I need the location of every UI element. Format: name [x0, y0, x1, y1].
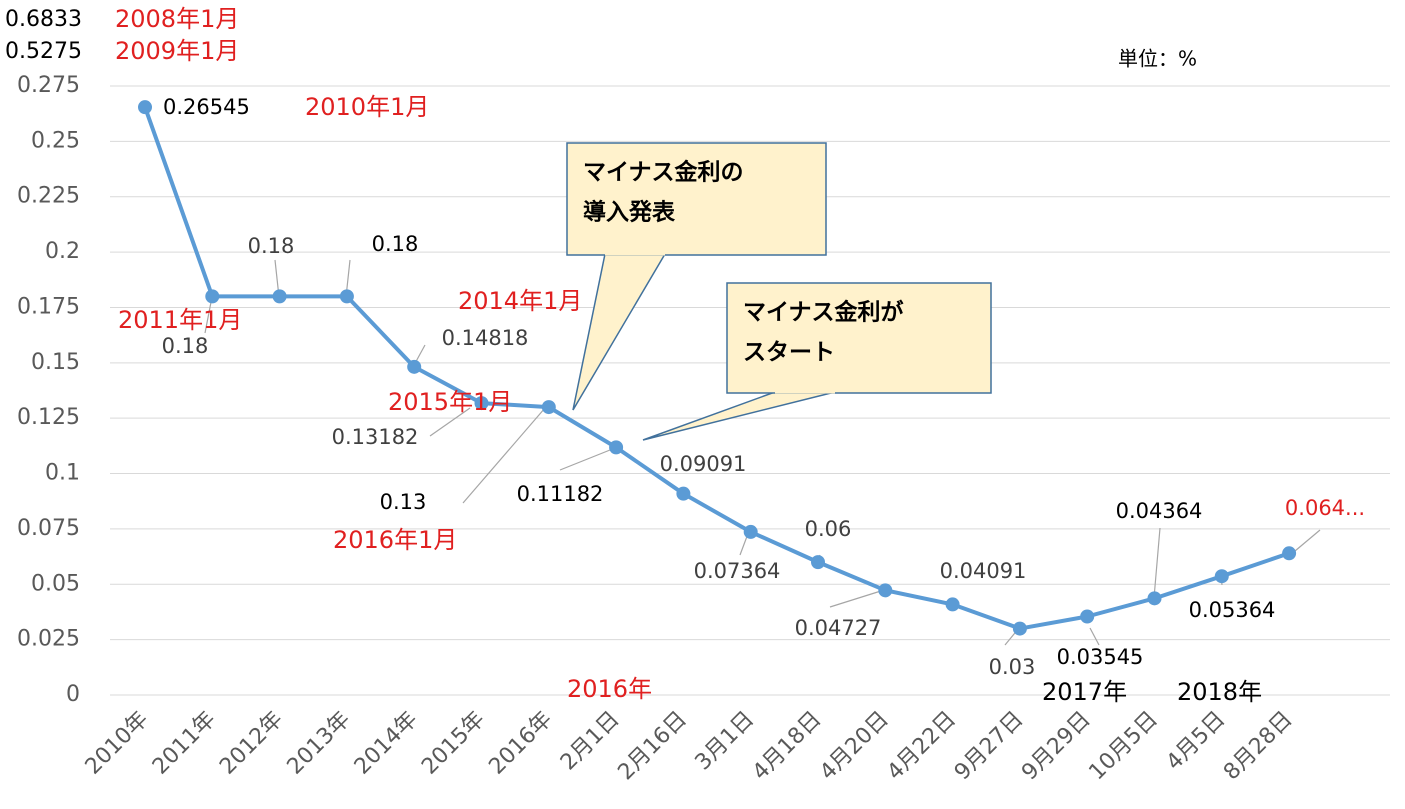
data-point — [1282, 546, 1297, 561]
y-tick-label: 0 — [66, 682, 80, 707]
x-tick-label: 4月20日 — [815, 707, 893, 785]
annotation: 2011年1月 — [118, 306, 242, 334]
y-tick-label: 0.2 — [45, 239, 80, 264]
y-tick-label: 0.1 — [45, 461, 80, 486]
x-tick-label: 3月1日 — [691, 707, 760, 776]
data-label: 0.06 — [805, 517, 852, 541]
annotation: 2008年1月 — [115, 5, 239, 33]
leader-line — [1294, 529, 1321, 552]
data-label: 0.26545 — [163, 95, 250, 119]
annotation: 2009年1月 — [115, 37, 239, 65]
data-point — [407, 359, 422, 374]
annotation: 0.5275 — [5, 39, 82, 64]
data-point — [878, 583, 893, 598]
data-point — [1080, 609, 1095, 624]
leader-line — [1089, 627, 1100, 646]
leader-line — [462, 407, 546, 504]
y-tick-label: 0.025 — [17, 627, 80, 652]
data-label: 0.03 — [989, 655, 1036, 679]
data-label: 0.03545 — [1057, 645, 1144, 669]
data-point — [541, 400, 556, 415]
x-tick-label: 2010年 — [81, 707, 154, 780]
data-label: 0.04727 — [795, 616, 882, 640]
x-tick-label: 2014年 — [350, 707, 423, 780]
x-tick-label: 2月1日 — [556, 707, 625, 776]
data-point — [609, 440, 624, 455]
callout-pointer — [572, 253, 667, 411]
callout-pointer — [642, 391, 836, 441]
data-point — [272, 289, 287, 304]
annotation: 2017年 — [1042, 678, 1127, 706]
annotation: 2018年 — [1177, 678, 1262, 706]
x-tick-label: 4月22日 — [883, 707, 961, 785]
callout-box — [566, 142, 827, 256]
data-label: 0.18 — [372, 232, 419, 256]
y-tick-label: 0.25 — [31, 128, 80, 153]
data-point — [1147, 591, 1162, 606]
annotation: 0.6833 — [5, 7, 82, 32]
data-label: 0.04364 — [1116, 499, 1203, 523]
y-tick-label: 0.15 — [31, 350, 80, 375]
annotation: 2015年1月 — [388, 388, 512, 416]
data-label: 0.05364 — [1189, 598, 1276, 622]
x-tick-label: 4月18日 — [748, 707, 826, 785]
annotation: 2016年 — [567, 675, 652, 703]
data-point — [945, 597, 960, 612]
data-point — [811, 555, 825, 570]
data-point — [339, 289, 354, 304]
labels: 0.26545 0.18 0.18 0.18 0.14818 0.13182 0.13 0.1… — [5, 5, 1365, 706]
x-tick-label: 2月16日 — [613, 707, 691, 785]
data-label: 0.18 — [162, 334, 209, 358]
annotation: 単位：% — [1118, 47, 1197, 71]
data-label: 0.09091 — [660, 452, 747, 476]
x-tick-label: 9月29日 — [1017, 707, 1095, 785]
plot — [138, 100, 1297, 636]
data-label: 0.064... — [1285, 496, 1365, 520]
data-point — [676, 486, 691, 501]
data-point — [743, 524, 758, 539]
y-tick-label: 0.075 — [17, 516, 80, 541]
leader-line — [429, 407, 471, 437]
callout-text: 導入発表 — [583, 199, 676, 226]
annotation: 2014年1月 — [458, 287, 582, 315]
leader-line — [559, 447, 616, 471]
data-point — [138, 100, 152, 115]
x-tick-label: 8月28日 — [1219, 707, 1297, 785]
y-tick-label: 0.175 — [17, 294, 80, 319]
x-tick-label: 4月5日 — [1162, 707, 1231, 776]
data-point — [474, 396, 489, 411]
annotation: 2010年1月 — [305, 93, 429, 121]
data-label: 0.04091 — [940, 559, 1027, 583]
callout-text: マイナス金利が — [743, 299, 904, 326]
data-label: 0.18 — [248, 234, 295, 258]
x-tick-label: 9月27日 — [950, 707, 1028, 785]
x-tick-label: 2012年 — [215, 707, 288, 780]
x-tick-label: 10月5日 — [1084, 707, 1162, 785]
leader-line — [1153, 527, 1161, 599]
series-line — [143, 106, 1290, 631]
data-point — [205, 289, 220, 304]
data-label: 0.11182 — [517, 482, 604, 506]
data-label: 0.14818 — [442, 326, 529, 350]
data-label: 0.07364 — [694, 559, 781, 583]
callout-text: スタート — [743, 340, 835, 366]
x-tick-label: 2016年 — [484, 707, 557, 780]
x-tick-label: 2015年 — [417, 707, 490, 780]
leader-line — [829, 589, 885, 608]
x-tick-label: 2011年 — [148, 707, 221, 780]
callout-text: マイナス金利の — [583, 159, 744, 186]
data-label: 0.13 — [380, 490, 427, 514]
y-tick-label: 0.05 — [31, 571, 80, 596]
data-point — [1012, 621, 1027, 636]
data-point — [1214, 569, 1229, 584]
annotation: 2016年1月 — [333, 526, 457, 554]
x-tick-label: 2013年 — [283, 707, 356, 780]
data-label: 0.13182 — [332, 425, 419, 449]
callout-box — [726, 282, 992, 394]
y-tick-label: 0.125 — [17, 405, 80, 430]
y-tick-label: 0.275 — [17, 73, 80, 98]
y-tick-label: 0.225 — [17, 184, 80, 209]
